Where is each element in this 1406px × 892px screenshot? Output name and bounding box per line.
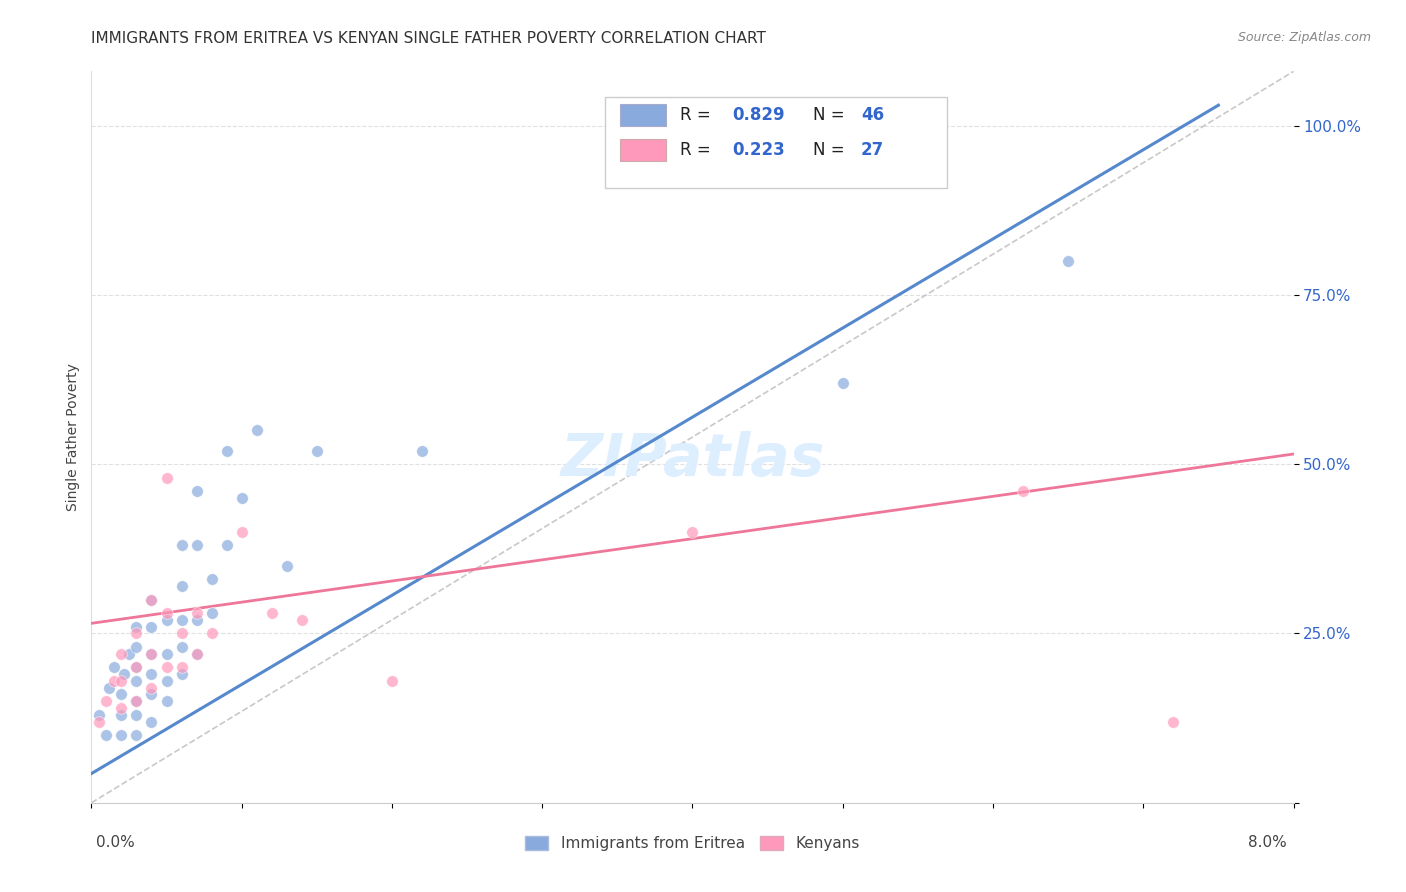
Point: [141, 714, 163, 729]
Point: [1161, 714, 1184, 729]
Point: [103, 660, 125, 674]
Point: [1012, 484, 1035, 499]
Point: [110, 688, 132, 702]
Point: [125, 626, 148, 640]
Legend: Immigrants from Eritrea, Kenyans: Immigrants from Eritrea, Kenyans: [519, 830, 866, 857]
Point: [155, 471, 177, 485]
Point: [141, 620, 163, 634]
Point: [141, 647, 163, 661]
Point: [260, 606, 283, 620]
Point: [170, 660, 193, 674]
Point: [186, 538, 208, 552]
Point: [155, 694, 177, 708]
Point: [411, 443, 433, 458]
Y-axis label: Single Father Poverty: Single Father Poverty: [66, 363, 80, 511]
Point: [125, 640, 148, 654]
FancyBboxPatch shape: [620, 104, 666, 127]
Point: [170, 640, 193, 654]
Point: [1057, 254, 1080, 268]
Point: [186, 647, 208, 661]
Point: [110, 701, 132, 715]
Point: [87, 707, 110, 722]
Point: [141, 647, 163, 661]
Point: [155, 647, 177, 661]
Text: IMMIGRANTS FROM ERITREA VS KENYAN SINGLE FATHER POVERTY CORRELATION CHART: IMMIGRANTS FROM ERITREA VS KENYAN SINGLE…: [91, 31, 766, 46]
Point: [155, 660, 177, 674]
Text: ZIPatlas: ZIPatlas: [560, 431, 825, 488]
Point: [155, 606, 177, 620]
Text: 0.223: 0.223: [733, 141, 785, 160]
Point: [201, 606, 224, 620]
FancyBboxPatch shape: [620, 139, 666, 161]
Point: [381, 673, 404, 688]
Point: [125, 728, 148, 742]
Point: [141, 667, 163, 681]
Text: Source: ZipAtlas.com: Source: ZipAtlas.com: [1237, 31, 1371, 45]
Point: [125, 694, 148, 708]
Point: [110, 673, 132, 688]
Point: [125, 620, 148, 634]
Point: [125, 707, 148, 722]
Point: [87, 714, 110, 729]
Point: [110, 707, 132, 722]
Point: [110, 647, 132, 661]
Text: R =: R =: [681, 141, 717, 160]
Point: [110, 728, 132, 742]
Point: [215, 443, 238, 458]
Point: [170, 579, 193, 593]
Point: [125, 694, 148, 708]
Point: [170, 538, 193, 552]
Point: [186, 613, 208, 627]
Text: 0.0%: 0.0%: [96, 836, 135, 850]
Point: [231, 524, 253, 539]
Point: [681, 524, 703, 539]
Text: 0.829: 0.829: [733, 106, 785, 124]
Point: [170, 667, 193, 681]
Text: 8.0%: 8.0%: [1247, 836, 1286, 850]
Point: [141, 681, 163, 695]
Point: [201, 572, 224, 586]
Point: [186, 484, 208, 499]
Point: [291, 613, 314, 627]
Point: [103, 673, 125, 688]
Point: [231, 491, 253, 505]
Point: [186, 606, 208, 620]
Point: [141, 592, 163, 607]
Point: [141, 688, 163, 702]
Point: [125, 660, 148, 674]
Text: 46: 46: [860, 106, 884, 124]
Point: [215, 538, 238, 552]
Point: [118, 647, 141, 661]
Point: [155, 673, 177, 688]
Point: [305, 443, 328, 458]
Point: [170, 613, 193, 627]
Point: [155, 613, 177, 627]
Point: [201, 626, 224, 640]
Point: [125, 660, 148, 674]
Point: [246, 423, 269, 437]
Point: [170, 626, 193, 640]
Text: N =: N =: [813, 106, 849, 124]
Point: [186, 647, 208, 661]
Text: 27: 27: [860, 141, 884, 160]
Point: [276, 558, 298, 573]
Text: R =: R =: [681, 106, 717, 124]
Text: N =: N =: [813, 141, 849, 160]
Point: [96, 728, 118, 742]
Point: [98, 681, 121, 695]
Point: [831, 376, 853, 390]
Point: [96, 694, 118, 708]
Point: [141, 592, 163, 607]
FancyBboxPatch shape: [605, 97, 948, 188]
Point: [125, 673, 148, 688]
Point: [114, 667, 136, 681]
